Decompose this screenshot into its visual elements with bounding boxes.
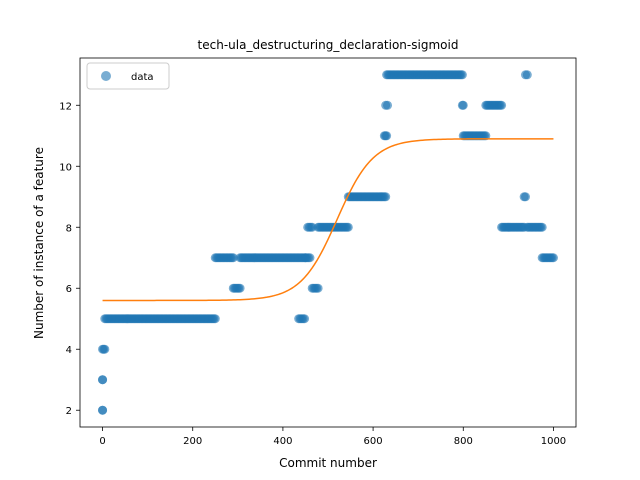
data-point [383, 100, 393, 110]
data-point [300, 314, 310, 324]
data-points [98, 70, 558, 415]
x-tick-label: 600 [364, 436, 383, 447]
data-point [458, 100, 468, 110]
x-tick-label: 800 [454, 436, 473, 447]
y-tick-label: 12 [59, 101, 72, 112]
x-tick-label: 0 [99, 436, 105, 447]
x-tick-label: 400 [273, 436, 292, 447]
data-point [521, 192, 530, 202]
y-tick-label: 10 [59, 162, 72, 173]
data-point [382, 131, 392, 141]
data-point [457, 70, 467, 80]
x-axis-label: Commit number [279, 456, 377, 470]
x-tick-label: 1000 [541, 436, 566, 447]
data-point [100, 344, 110, 354]
y-axis-label: Number of instance of a feature [32, 147, 46, 339]
legend-box [86, 62, 170, 90]
data-point [343, 222, 353, 232]
x-axis-ticks: 0 200 400 600 800 1000 [99, 427, 566, 447]
axes-frame [79, 57, 577, 428]
data-point [522, 70, 532, 80]
data-point [98, 405, 108, 415]
y-tick-label: 8 [66, 223, 72, 234]
plot-area [79, 57, 577, 428]
legend-label-data: data [131, 72, 154, 83]
y-tick-label: 2 [66, 406, 72, 417]
sigmoid-fit-line [102, 138, 554, 302]
y-tick-label: 6 [66, 284, 72, 295]
legend-marker-data [101, 71, 111, 81]
data-point [481, 131, 491, 141]
chart-title: tech-ula_destructuring_declaration-sigmo… [198, 38, 459, 52]
data-point [228, 253, 238, 263]
data-point [548, 253, 558, 263]
y-tick-label: 4 [66, 345, 72, 356]
data-point [305, 253, 315, 263]
data-point [313, 283, 323, 293]
data-point [98, 375, 108, 385]
x-tick-label: 200 [183, 436, 202, 447]
data-point [537, 222, 547, 232]
data-point [381, 192, 391, 202]
y-axis-ticks: 2 4 6 8 10 12 [59, 101, 80, 417]
data-point [497, 100, 507, 110]
data-point [210, 314, 220, 324]
legend: data [86, 62, 170, 90]
data-point [235, 283, 245, 293]
